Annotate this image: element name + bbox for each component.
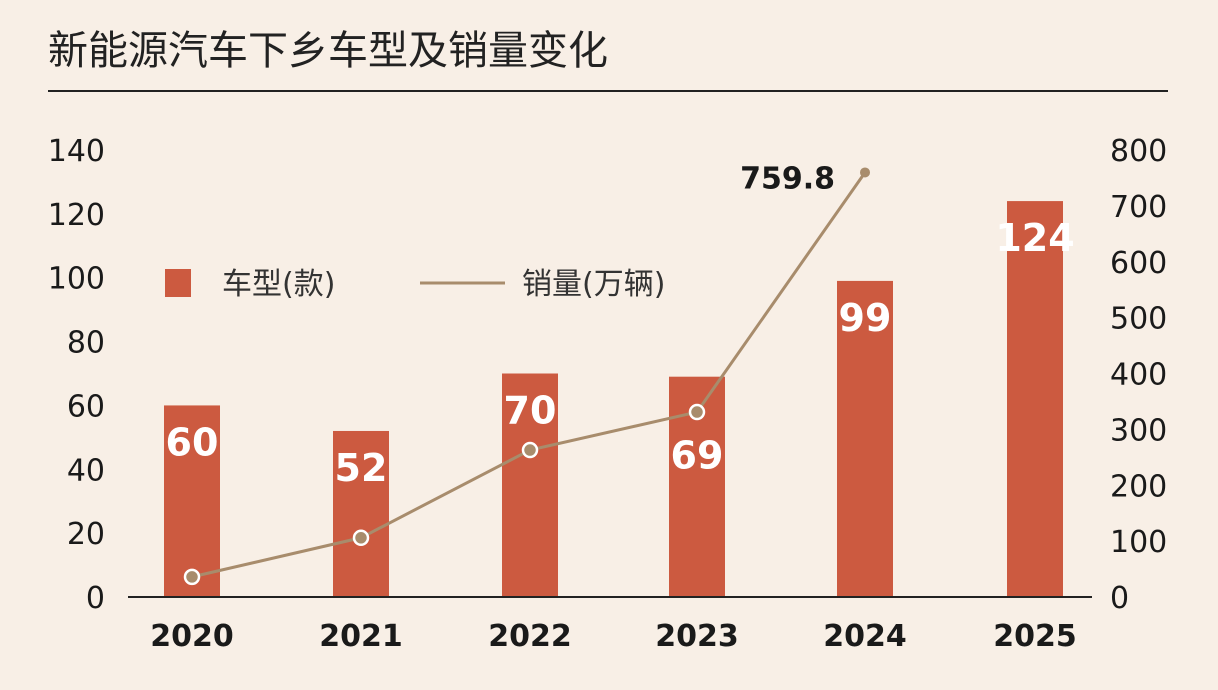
legend: 车型(款) 销量(万辆) (165, 267, 665, 302)
right-tick-label: 300 (1110, 413, 1167, 448)
left-tick-label: 80 (67, 326, 105, 361)
chart-title: 新能源汽车下乡车型及销量变化 (48, 28, 608, 74)
bar-value-label: 60 (166, 420, 219, 464)
bar-value-label: 70 (504, 389, 557, 433)
line-point (688, 403, 706, 421)
left-tick-label: 20 (67, 517, 105, 552)
bar (1007, 201, 1063, 598)
legend-bar-label: 车型(款) (222, 267, 335, 302)
right-tick-label: 400 (1110, 358, 1167, 393)
left-axis: 0 20 40 60 80 100 120 140 (48, 134, 105, 616)
legend-line-label: 销量(万辆) (522, 267, 665, 302)
right-axis: 0 100 200 300 400 500 600 700 800 (1110, 134, 1167, 616)
right-tick-label: 600 (1110, 246, 1167, 281)
bar (333, 430, 389, 597)
line-point (521, 441, 539, 459)
x-tick-label: 2021 (319, 619, 403, 654)
bar (164, 405, 220, 597)
left-tick-label: 100 (48, 262, 105, 297)
x-tick-label: 2020 (150, 619, 234, 654)
bar-value-label: 69 (671, 434, 724, 478)
left-tick-label: 0 (86, 581, 105, 616)
bar-value-label: 124 (995, 216, 1074, 260)
line-point (352, 529, 370, 547)
right-tick-label: 500 (1110, 302, 1167, 337)
line-value-annotation: 759.8 (740, 161, 835, 196)
right-tick-label: 200 (1110, 469, 1167, 504)
left-tick-label: 60 (67, 389, 105, 424)
line-series: 759.8 (183, 161, 870, 586)
line-point (860, 167, 870, 178)
bar (502, 373, 558, 597)
right-tick-label: 0 (1110, 581, 1129, 616)
x-tick-label: 2024 (823, 619, 907, 654)
x-tick-label: 2025 (993, 619, 1077, 654)
right-tick-label: 700 (1110, 190, 1167, 225)
left-tick-label: 140 (48, 134, 105, 169)
line-point (183, 568, 201, 586)
bar-value-label: 52 (335, 446, 388, 490)
x-tick-label: 2022 (488, 619, 572, 654)
left-tick-label: 40 (67, 453, 105, 488)
legend-bar-swatch (165, 269, 191, 297)
bar-value-label: 99 (839, 296, 892, 340)
x-tick-label: 2023 (655, 619, 739, 654)
left-tick-label: 120 (48, 198, 105, 233)
right-tick-label: 800 (1110, 134, 1167, 169)
x-axis: 2020 2021 2022 2023 2024 2025 (150, 619, 1077, 654)
right-tick-label: 100 (1110, 525, 1167, 560)
bar-series: 60 52 70 69 99 124 (164, 201, 1075, 598)
bar (837, 280, 893, 597)
